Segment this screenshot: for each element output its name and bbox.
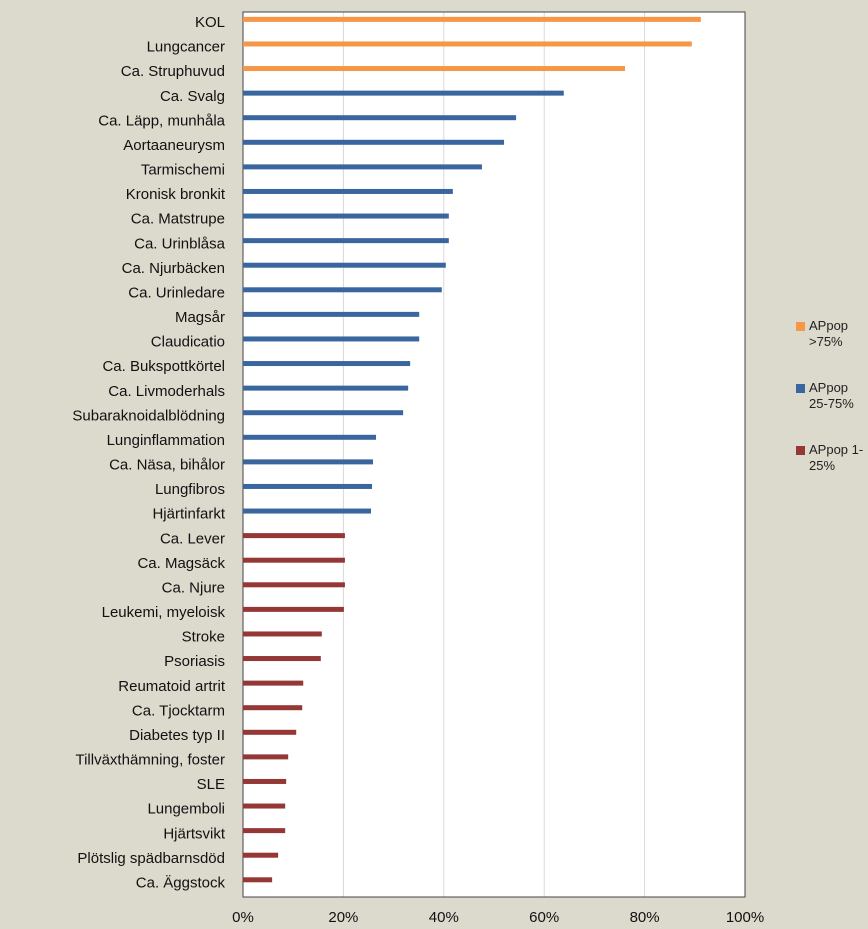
bar: [243, 828, 286, 834]
x-tick-label: 100%: [726, 909, 764, 926]
bar: [243, 287, 442, 293]
y-tick-label: Subaraknoidalblödning: [72, 407, 225, 424]
y-tick-label: Lungemboli: [147, 801, 225, 818]
y-tick-label: Aortaaneurysm: [123, 137, 225, 154]
bar: [243, 729, 297, 735]
legend-label: APpop >75%: [809, 318, 849, 349]
y-tick-label: Tarmischemi: [141, 162, 225, 179]
legend-swatch: [796, 322, 805, 331]
bar: [243, 803, 286, 809]
y-tick-label: Kronisk bronkit: [126, 186, 226, 203]
bar: [243, 508, 372, 514]
y-tick-label: Ca. Svalg: [160, 88, 225, 105]
plot-area: [243, 12, 745, 897]
bar: [243, 656, 321, 662]
bar: [243, 533, 345, 539]
bar: [243, 311, 420, 317]
y-tick-label: Ca. Lever: [160, 530, 225, 547]
bar: [243, 164, 482, 170]
bar: [243, 483, 373, 489]
y-tick-label: Tillväxthämning, foster: [75, 752, 225, 769]
bar: [243, 582, 345, 588]
bar: [243, 852, 279, 858]
y-tick-label: Ca. Struphuvud: [121, 63, 225, 80]
bar: [243, 41, 692, 47]
y-tick-label: Ca. Livmoderhals: [108, 383, 225, 400]
bar: [243, 778, 287, 784]
y-tick-label: Magsår: [175, 309, 225, 326]
y-tick-label: Ca. Tjocktarm: [132, 702, 225, 719]
bar: [243, 754, 289, 760]
y-tick-label: Leukemi, myeloisk: [102, 604, 226, 621]
bar: [243, 238, 449, 244]
y-tick-label: Lunginflammation: [107, 432, 225, 449]
y-tick-label: Ca. Urinledare: [128, 284, 225, 301]
x-tick-label: 80%: [630, 909, 660, 926]
y-tick-label: KOL: [195, 14, 225, 31]
bar: [243, 434, 377, 440]
y-tick-label: Claudicatio: [151, 334, 225, 351]
bar: [243, 336, 420, 342]
y-tick-label: SLE: [197, 776, 225, 793]
y-tick-label: Ca. Äggstock: [136, 874, 226, 891]
y-tick-label: Hjärtsvikt: [163, 825, 226, 842]
y-tick-label: Ca. Urinblåsa: [134, 235, 226, 252]
y-tick-label: Psoriasis: [164, 653, 225, 670]
bar: [243, 385, 409, 391]
x-tick-label: 40%: [429, 909, 459, 926]
x-tick-label: 60%: [529, 909, 559, 926]
y-tick-label: Lungcancer: [147, 39, 225, 56]
bar: [243, 705, 303, 711]
bar: [243, 877, 273, 883]
legend-swatch: [796, 446, 805, 455]
y-tick-label: Stroke: [182, 629, 225, 646]
y-tick-label: Ca. Näsa, bihålor: [109, 457, 225, 474]
bar: [243, 410, 404, 416]
y-tick-label: Hjärtinfarkt: [152, 506, 225, 523]
bar: [243, 680, 304, 686]
bar: [243, 459, 374, 465]
y-tick-label: Plötslig spädbarnsdöd: [77, 850, 225, 867]
legend-label: APpop 25-75%: [809, 380, 854, 411]
plot-border: [242, 11, 746, 898]
bar: [243, 557, 345, 563]
y-tick-label: Ca. Magsäck: [137, 555, 225, 572]
bar: [243, 188, 453, 194]
x-tick-label: 20%: [328, 909, 358, 926]
bar: [243, 139, 505, 145]
x-tick-label: 0%: [232, 909, 254, 926]
bar: [243, 361, 411, 367]
y-tick-label: Lungfibros: [155, 481, 225, 498]
y-tick-label: Reumatoid artrit: [118, 678, 226, 695]
bar: [243, 631, 322, 637]
legend-label: APpop 1-25%: [809, 442, 864, 473]
y-tick-label: Ca. Bukspottkörtel: [102, 358, 225, 375]
y-tick-label: Ca. Läpp, munhåla: [98, 112, 225, 129]
y-tick-label: Ca. Matstrupe: [131, 211, 225, 228]
bar: [243, 115, 517, 121]
bar: [243, 262, 446, 268]
y-tick-label: Diabetes typ II: [129, 727, 225, 744]
y-tick-label: Ca. Njure: [162, 579, 225, 596]
bar: [243, 606, 344, 612]
bar: [243, 90, 564, 96]
bar: [243, 66, 626, 72]
y-tick-label: Ca. Njurbäcken: [122, 260, 225, 277]
legend-swatch: [796, 384, 805, 393]
bar: [243, 16, 701, 22]
bar: [243, 213, 449, 219]
